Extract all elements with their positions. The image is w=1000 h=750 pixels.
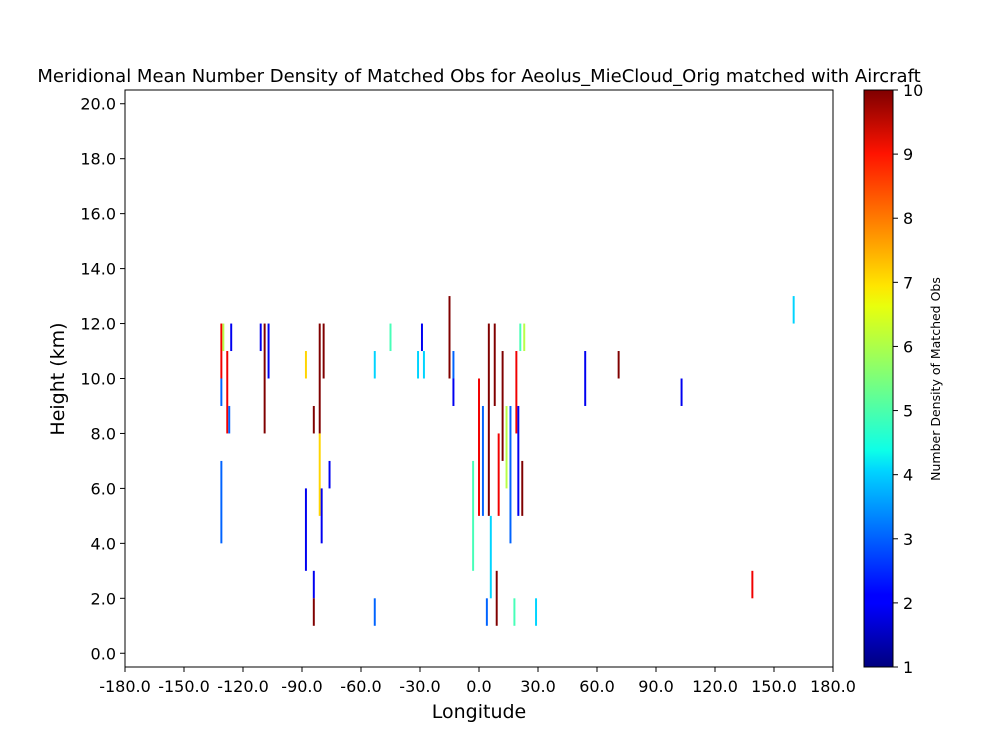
heatmap-cell: [263, 323, 266, 434]
heatmap-cell: [535, 598, 538, 626]
colorbar: [863, 89, 894, 668]
x-tick-label: -60.0: [340, 677, 381, 696]
colorbar-tick-label: 1: [903, 658, 913, 677]
heatmap-cell: [485, 598, 488, 626]
heatmap-cell: [328, 460, 331, 489]
heatmap-cell: [417, 351, 420, 379]
y-tick-label: 12.0: [80, 315, 116, 334]
x-tick-label: -30.0: [399, 677, 440, 696]
heatmap-cell: [501, 351, 504, 461]
heatmap-cell: [222, 323, 225, 352]
heatmap-cell: [495, 570, 498, 626]
heatmap-cell: [584, 351, 587, 406]
y-axis-ticks: 0.0 2.0 4.0 6.0 8.0 10.0 12.0 14.0 16.0 18.0 20.0: [80, 95, 125, 663]
x-tick-label: -90.0: [281, 677, 322, 696]
heatmap-cell: [228, 405, 231, 434]
heatmap-cell: [505, 405, 508, 489]
heatmap-cell: [452, 378, 455, 406]
heatmap-cell: [312, 570, 315, 599]
x-axis-ticks: -180.0 -150.0 -120.0 -90.0 -60.0 -30.0 0.0 30.0…: [99, 667, 856, 696]
heatmap-cell: [517, 405, 520, 516]
colorbar-tick-label: 8: [903, 209, 913, 228]
heatmap-cell: [230, 323, 233, 352]
heatmap-cell: [448, 296, 451, 379]
heatmap-cell: [389, 323, 392, 352]
colorbar-label: Number Density of Matched Obs: [928, 277, 943, 481]
heatmap-cell: [478, 378, 480, 516]
heatmap-cell: [617, 351, 620, 379]
heatmap-cell: [312, 598, 315, 626]
colorbar-tick-label: 9: [903, 145, 913, 164]
colorbar-tick-label: 2: [903, 594, 913, 613]
y-tick-label: 10.0: [80, 370, 116, 389]
heatmap-cell: [519, 323, 522, 352]
y-tick-label: 2.0: [91, 589, 116, 608]
heatmap-cell: [304, 488, 307, 571]
heatmap-cell: [515, 351, 518, 434]
colorbar-ticks: 1 2 3 4 5 6 7 8 9 10: [893, 81, 923, 677]
y-tick-label: 16.0: [80, 205, 116, 224]
x-tick-label: 30.0: [520, 677, 556, 696]
colorbar-tick-label: 7: [903, 273, 913, 292]
heatmap-cell: [318, 323, 321, 434]
heatmap-cell: [472, 460, 475, 571]
heatmap-cell: [320, 488, 323, 544]
colorbar-tick-label: 5: [903, 402, 913, 421]
heatmap-cells: [220, 296, 795, 626]
y-tick-label: 6.0: [91, 479, 116, 498]
x-tick-label: 0.0: [466, 677, 491, 696]
heatmap-cell: [267, 323, 270, 379]
heatmap-cell: [487, 323, 490, 516]
heatmap-cell: [226, 351, 229, 434]
heatmap-cell: [322, 323, 325, 379]
colorbar-tick-label: 4: [903, 466, 913, 485]
x-axis-label: Longitude: [432, 701, 527, 723]
y-tick-label: 8.0: [91, 424, 116, 443]
heatmap-cell: [259, 323, 262, 352]
heatmap-cell: [523, 323, 526, 352]
colorbar-tick-label: 10: [903, 81, 923, 100]
y-tick-label: 14.0: [80, 260, 116, 279]
heatmap-cell: [751, 570, 754, 599]
heatmap-cell: [373, 598, 376, 626]
y-axis-label: Height (km): [47, 322, 69, 435]
heatmap-cell: [304, 351, 307, 379]
heatmap-cell: [513, 598, 516, 626]
heatmap-cell: [373, 351, 376, 379]
heatmap-cell: [481, 405, 484, 516]
y-tick-label: 4.0: [91, 534, 116, 553]
colorbar-tick-label: 6: [903, 337, 913, 356]
x-tick-label: 180.0: [810, 677, 856, 696]
x-tick-label: -150.0: [158, 677, 210, 696]
x-tick-label: 90.0: [638, 677, 674, 696]
heatmap-cell: [420, 323, 423, 352]
heatmap-cell: [220, 323, 223, 379]
x-tick-label: -180.0: [99, 677, 151, 696]
heatmap-cell: [497, 433, 500, 516]
heatmap-cell: [493, 323, 496, 406]
heatmap-cell: [521, 460, 524, 516]
y-tick-label: 0.0: [91, 644, 116, 663]
x-tick-label: 60.0: [579, 677, 615, 696]
heatmap-cell: [680, 378, 683, 406]
x-tick-label: 120.0: [692, 677, 738, 696]
heatmap-cell: [220, 378, 223, 406]
y-tick-label: 18.0: [80, 150, 116, 169]
heatmap-cell: [509, 405, 512, 544]
heatmap-cell: [312, 405, 315, 434]
x-tick-label: -120.0: [217, 677, 269, 696]
colorbar-tick-label: 3: [903, 530, 913, 549]
y-tick-label: 20.0: [80, 95, 116, 114]
heatmap-cell: [318, 433, 321, 516]
heatmap-cell: [422, 351, 425, 379]
heatmap-cell: [220, 460, 223, 544]
heatmap-cell: [452, 351, 455, 379]
heatmap-cell: [489, 515, 492, 599]
heatmap-cell: [792, 296, 795, 324]
x-tick-label: 150.0: [751, 677, 797, 696]
chart-title: Meridional Mean Number Density of Matche…: [37, 66, 920, 87]
